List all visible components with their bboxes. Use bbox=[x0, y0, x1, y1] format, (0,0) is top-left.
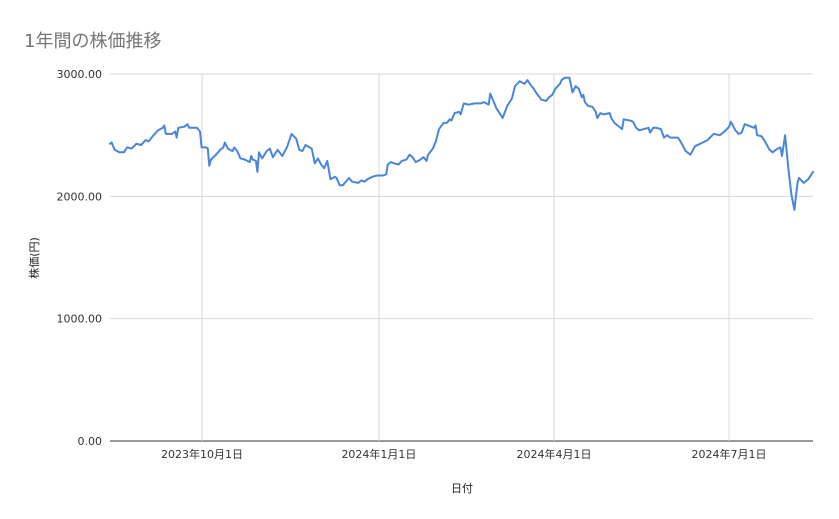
y-tick-label: 2000.00 bbox=[57, 190, 103, 203]
x-axis-title: 日付 bbox=[451, 482, 473, 495]
series-layer bbox=[109, 76, 814, 211]
y-axis-title: 株価(円) bbox=[27, 237, 41, 279]
y-tick-label: 3000.00 bbox=[57, 68, 103, 81]
series-line bbox=[109, 76, 814, 211]
x-tick-label: 2024年4月1日 bbox=[516, 447, 591, 461]
y-tick-label: 0.00 bbox=[78, 435, 103, 448]
x-axis-ticks: 2023年10月1日 2024年1月1日 2024年4月1日 2024年7月1日 bbox=[161, 447, 767, 461]
x-tick-label: 2024年1月1日 bbox=[341, 447, 416, 461]
gridlines bbox=[110, 73, 813, 442]
x-tick-label: 2024年7月1日 bbox=[692, 447, 767, 461]
y-tick-label: 1000.00 bbox=[57, 313, 103, 326]
y-axis-ticks: 0.00 1000.00 2000.00 3000.00 bbox=[57, 68, 103, 448]
x-tick-label: 2023年10月1日 bbox=[161, 447, 243, 461]
chart-title: 1年間の株価推移 bbox=[24, 31, 162, 52]
